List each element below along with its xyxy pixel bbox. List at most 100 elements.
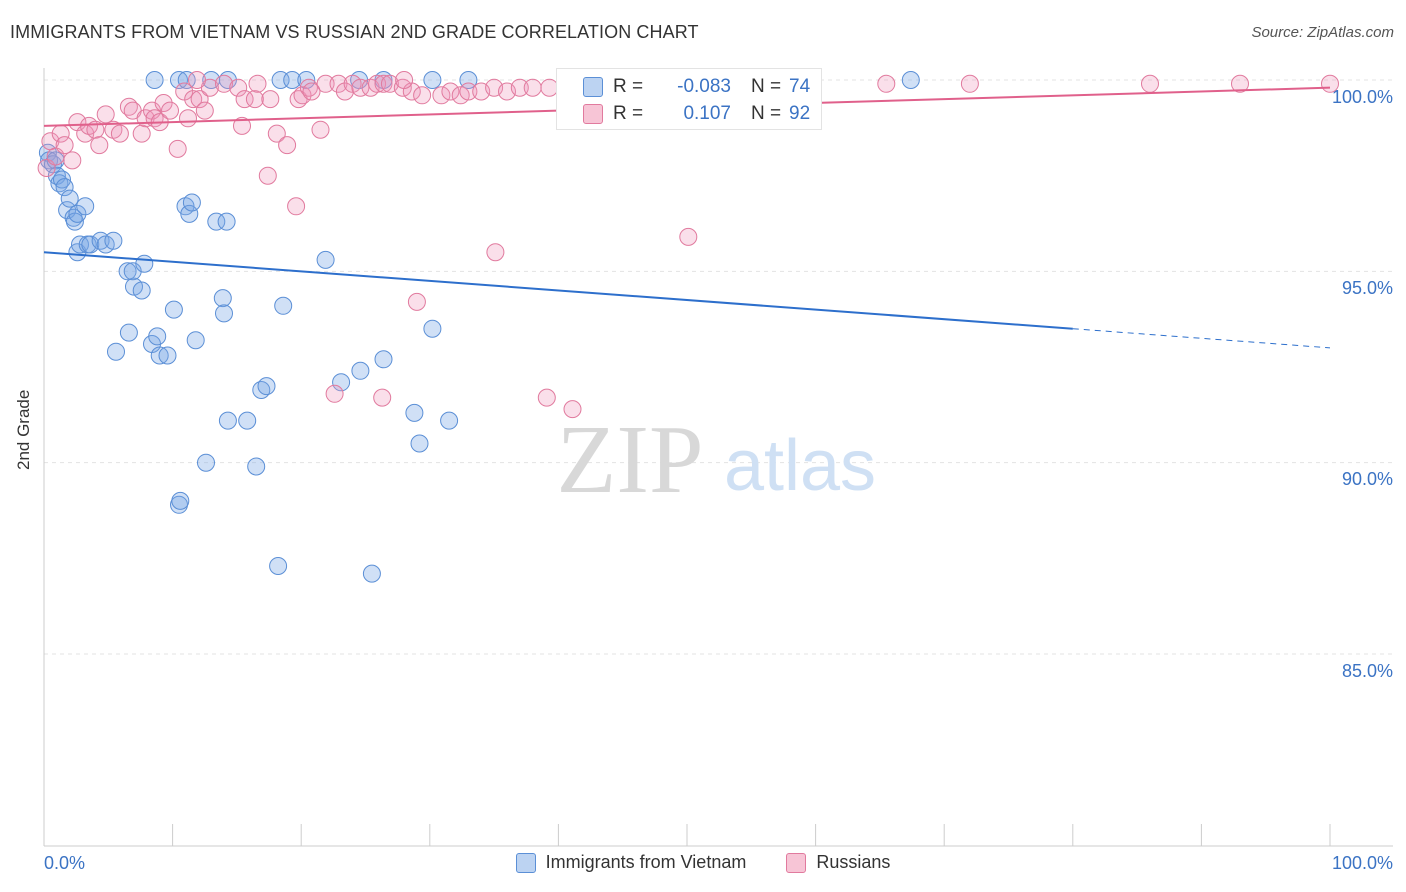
russians-point <box>278 136 297 155</box>
russians-point <box>233 116 251 135</box>
vietnam-point <box>68 204 87 223</box>
russians-point <box>335 82 354 101</box>
russians-point <box>188 71 206 89</box>
russians-point <box>190 90 209 109</box>
vietnam-point <box>362 564 381 583</box>
russians-point <box>960 74 979 93</box>
watermark: ZIP atlas <box>557 406 877 514</box>
legend-label-vietnam: Immigrants from Vietnam <box>545 852 747 872</box>
vietnam-point <box>76 197 95 216</box>
vietnam-point <box>238 411 257 430</box>
russians-point <box>329 74 348 93</box>
x-tick-label-100: 100.0% <box>1332 853 1393 873</box>
stats-row-vietnam: R = -0.083 N = 74 <box>557 74 829 100</box>
vietnam-point <box>374 350 393 369</box>
watermark-zip: ZIP <box>557 406 704 514</box>
y-tick-label-85: 85.0% <box>1342 661 1393 681</box>
vietnam-point <box>148 327 167 346</box>
vietnam-point <box>247 457 266 476</box>
x-tick-label-0: 0.0% <box>44 853 85 873</box>
stats-r-value: -0.083 <box>677 76 731 97</box>
y-tick-label-90: 90.0% <box>1342 469 1393 489</box>
russians-point <box>184 90 203 109</box>
russians-point <box>302 82 321 101</box>
russians-point <box>1141 74 1159 93</box>
russians-point <box>287 197 306 216</box>
gridlines <box>44 79 1393 655</box>
russians-point <box>258 166 277 185</box>
legend-label-russians: Russians <box>816 852 891 872</box>
russians-point <box>248 74 267 93</box>
vietnam-point <box>132 281 151 300</box>
russians-point <box>486 243 505 262</box>
chart-title: IMMIGRANTS FROM VIETNAM VS RUSSIAN 2ND G… <box>10 22 699 42</box>
vietnam-point <box>316 250 335 269</box>
stats-swatch-vietnam <box>583 77 603 97</box>
russians-point <box>395 71 414 89</box>
stats-n-value: 92 <box>789 103 811 124</box>
series-vietnam-points <box>38 71 920 583</box>
vietnam-point <box>135 254 154 273</box>
russians-point <box>523 78 542 97</box>
vietnam-point <box>118 262 137 281</box>
stats-n-label: N = <box>751 76 782 97</box>
stats-r-value: 0.107 <box>683 103 731 124</box>
russians-point <box>351 78 370 97</box>
russians-point <box>132 124 151 143</box>
russians-point <box>63 151 82 170</box>
watermark-atlas: atlas <box>724 426 876 506</box>
russians-point <box>161 101 179 120</box>
stats-n-label: N = <box>751 103 782 124</box>
legend-swatch-russians <box>786 852 807 873</box>
russians-point <box>368 74 387 93</box>
vietnam-point <box>158 346 177 365</box>
russians-point <box>374 74 393 93</box>
vietnam-point <box>170 71 188 89</box>
vietnam-point <box>177 71 196 89</box>
vietnam-point <box>217 212 236 231</box>
russians-point <box>325 384 344 403</box>
russians-point <box>1231 74 1249 93</box>
russians-point <box>679 227 698 246</box>
russians-point <box>311 120 330 139</box>
vietnam-point <box>218 411 237 430</box>
vietnam-point <box>410 434 429 453</box>
stats-box: R = -0.083 N = 74 R = 0.107 N = 92 <box>556 68 822 130</box>
vietnam-point <box>207 212 226 231</box>
russians-point <box>235 90 254 109</box>
russians-point <box>407 292 426 311</box>
axes <box>43 68 1393 847</box>
vietnam-point <box>107 342 125 361</box>
vietnam-point <box>81 235 100 254</box>
russians-point <box>441 82 460 101</box>
vietnam-point <box>186 331 205 350</box>
trend-line-vietnam <box>43 251 1073 330</box>
stats-r-label: R = <box>613 76 644 97</box>
vietnam-point <box>60 189 79 208</box>
russians-point <box>179 109 197 128</box>
russians-point <box>316 74 335 93</box>
stats-r-label: R = <box>613 103 644 124</box>
russians-point <box>168 139 187 158</box>
stats-swatch-russians <box>583 104 603 124</box>
russians-point <box>510 78 529 97</box>
vietnam-point <box>215 304 233 323</box>
vietnam-point <box>182 193 201 212</box>
vietnam-point <box>405 403 424 422</box>
russians-point <box>293 86 312 105</box>
russians-point <box>261 90 280 109</box>
vietnam-point <box>71 235 89 254</box>
vietnam-point <box>274 296 293 315</box>
legend-item-vietnam[interactable]: Immigrants from Vietnam <box>515 852 747 873</box>
vietnam-point <box>55 178 74 197</box>
legend-item-russians[interactable]: Russians <box>786 852 890 873</box>
vietnam-point <box>171 491 190 510</box>
russians-point <box>154 94 173 112</box>
russians-point <box>413 86 432 105</box>
russians-point <box>432 86 451 105</box>
russians-point <box>175 82 194 101</box>
russians-point <box>393 78 412 97</box>
vietnam-point <box>257 377 276 396</box>
vietnam-point <box>283 71 302 89</box>
